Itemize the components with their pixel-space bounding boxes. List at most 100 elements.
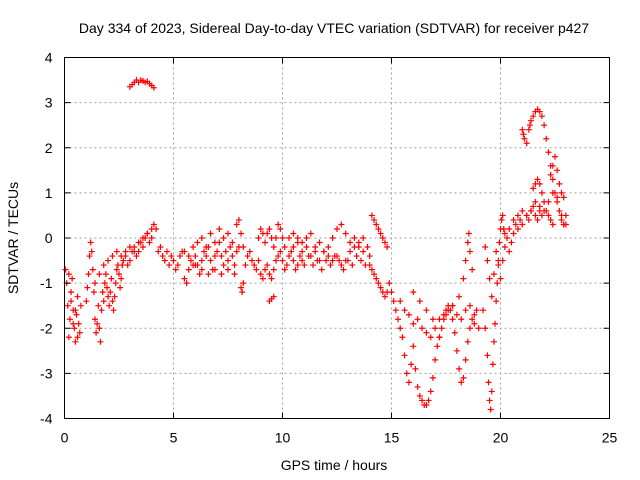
data-point [500, 225, 507, 232]
data-point [65, 271, 72, 278]
data-point [534, 216, 541, 223]
data-point [469, 316, 476, 323]
data-point [253, 266, 260, 273]
data-point [397, 298, 404, 305]
data-point [240, 244, 247, 251]
data-point [119, 262, 126, 269]
data-point [482, 244, 489, 251]
data-point [272, 235, 279, 241]
data-point [388, 289, 395, 296]
data-point [277, 225, 284, 232]
data-point [290, 230, 297, 237]
data-point [198, 235, 205, 241]
data-point [248, 257, 255, 264]
data-point [471, 311, 478, 318]
data-point [349, 262, 356, 269]
data-point [96, 271, 103, 278]
data-point [97, 338, 104, 345]
data-point [486, 397, 493, 404]
data-point [456, 365, 463, 372]
data-point [523, 212, 530, 219]
data-point [89, 266, 96, 273]
y-tick-label: 4 [45, 50, 53, 66]
data-point [139, 244, 146, 251]
data-point [272, 257, 279, 264]
data-point [485, 379, 492, 386]
data-point [299, 248, 306, 255]
data-point [436, 334, 443, 341]
data-point [410, 343, 417, 350]
data-point [157, 244, 164, 251]
data-point [554, 167, 561, 174]
data-point [257, 271, 264, 278]
data-point [307, 230, 314, 237]
data-point [419, 325, 426, 332]
data-point [519, 126, 526, 133]
data-point [281, 244, 288, 251]
data-point [233, 221, 240, 228]
data-point [112, 280, 119, 287]
data-point [131, 244, 138, 251]
data-point [240, 280, 247, 287]
data-point [329, 235, 336, 241]
data-point [432, 325, 439, 332]
y-tick-label: 0 [45, 230, 53, 246]
data-point [543, 207, 550, 214]
data-point [458, 316, 465, 323]
data-point [74, 334, 81, 341]
data-point [104, 284, 111, 291]
data-point [334, 225, 340, 232]
data-point [246, 248, 253, 255]
data-point [562, 221, 569, 228]
data-point [96, 325, 103, 332]
data-point [499, 212, 506, 219]
data-point [492, 320, 499, 327]
data-point [150, 221, 157, 228]
data-point [87, 239, 94, 246]
data-point [185, 266, 192, 273]
data-point [338, 221, 345, 228]
data-point [270, 293, 277, 300]
data-point [201, 248, 208, 255]
data-point [436, 316, 443, 323]
data-point [373, 275, 380, 282]
data-point [163, 248, 170, 255]
data-point [75, 320, 82, 327]
data-point [466, 302, 473, 309]
data-point [290, 244, 297, 251]
data-point [392, 307, 399, 314]
data-point [401, 307, 408, 314]
data-point [190, 244, 197, 251]
data-point [73, 311, 80, 318]
data-point [238, 284, 245, 291]
data-point [495, 262, 502, 269]
data-point [523, 140, 530, 147]
data-point [111, 293, 118, 300]
data-point [98, 307, 105, 314]
data-point [364, 244, 371, 251]
data-point [231, 271, 238, 278]
data-point [419, 397, 426, 404]
data-point [338, 262, 345, 269]
data-point [316, 257, 323, 264]
data-point [499, 257, 506, 264]
data-point [316, 239, 323, 246]
data-point [517, 216, 524, 223]
data-point [475, 325, 482, 332]
data-point [414, 383, 421, 390]
data-point [64, 302, 71, 309]
data-point [541, 122, 548, 129]
data-point [262, 266, 269, 273]
data-point [501, 230, 508, 237]
data-point [547, 171, 554, 178]
data-point [438, 325, 445, 332]
data-point [192, 253, 199, 260]
data-point [198, 257, 205, 264]
data-point [429, 316, 436, 323]
data-point [146, 239, 153, 246]
data-point [68, 289, 75, 296]
data-point [351, 244, 358, 251]
data-point [135, 248, 142, 255]
data-point [120, 257, 127, 264]
chart-title: Day 334 of 2023, Sidereal Day-to-day VTE… [79, 20, 589, 36]
